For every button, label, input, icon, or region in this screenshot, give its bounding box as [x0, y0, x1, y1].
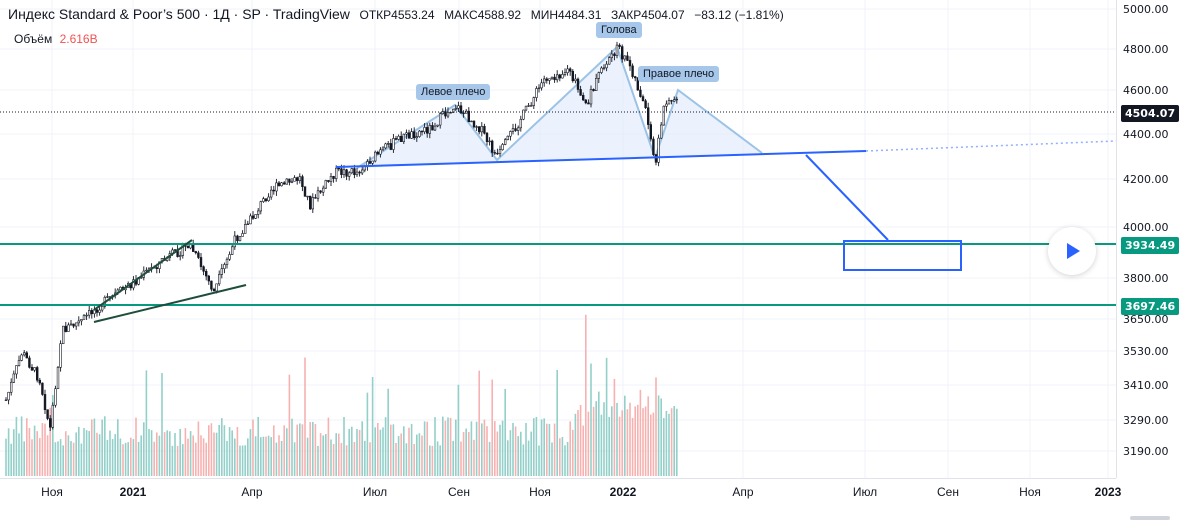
price-tick: 4200.00	[1123, 173, 1169, 186]
time-tick: Ноя	[529, 485, 551, 499]
open-value: 4553.24	[391, 8, 435, 22]
time-tick: Июл	[852, 485, 878, 499]
price-tick: 4800.00	[1123, 43, 1169, 56]
price-chart[interactable]	[0, 0, 1116, 478]
play-button[interactable]	[1048, 227, 1096, 275]
time-tick: Сен	[937, 485, 959, 499]
time-tick: Апр	[241, 485, 263, 499]
time-tick: Ноя	[1019, 485, 1041, 499]
low-value: 4484.31	[558, 8, 602, 22]
time-tick: Июл	[362, 485, 388, 499]
high-label: МАКС	[444, 8, 478, 22]
high-value: 4588.92	[477, 8, 522, 22]
drawings[interactable]	[0, 111, 1116, 323]
low-label: МИН	[530, 8, 559, 22]
close-label: ЗАКР	[611, 8, 642, 22]
time-tick-year: 2021	[119, 485, 147, 499]
support-lower-badge[interactable]: 3697.46	[1121, 298, 1180, 315]
price-tick: 3410.00	[1123, 379, 1169, 392]
chart-pane[interactable]: Левое плечо Голова Правое плечо Индекс S…	[0, 0, 1116, 478]
price-tick: 4000.00	[1123, 221, 1169, 234]
price-tick: 4600.00	[1123, 84, 1169, 97]
hs-pattern-fill	[357, 47, 762, 168]
time-tick: Ноя	[41, 485, 63, 499]
play-icon	[1067, 243, 1080, 259]
price-scale[interactable]: 5000.00 4800.00 4600.00 4400.00 4200.00 …	[1116, 0, 1194, 478]
time-scale[interactable]: Ноя 2021 Апр Июл Сен Ноя 2022 Апр Июл Се…	[0, 478, 1121, 521]
price-tick: 5000.00	[1123, 3, 1169, 16]
time-tick-year: 2023	[1094, 485, 1122, 499]
wedge-lower-line[interactable]	[93, 284, 247, 323]
volume-legend[interactable]: Объём 2.616B	[14, 32, 98, 46]
last-price-badge[interactable]: 4504.07	[1121, 105, 1180, 122]
change-value: −83.12 (−1.81%)	[694, 8, 784, 22]
price-tick: 3800.00	[1123, 272, 1169, 285]
grid	[0, 0, 1116, 478]
target-zone-box[interactable]	[843, 240, 962, 271]
scale-resize-handle[interactable]	[1130, 516, 1170, 520]
close-value: 4504.07	[641, 8, 685, 22]
price-tick: 4400.00	[1123, 128, 1169, 141]
neckline-extension	[865, 140, 1116, 152]
time-tick: Апр	[732, 485, 754, 499]
neckline[interactable]	[335, 150, 867, 168]
volume-label: Объём	[14, 32, 53, 46]
volume-value: 2.616B	[59, 32, 98, 46]
symbol-legend[interactable]: Индекс Standard & Poor’s 500 · 1Д · SP ·…	[8, 6, 784, 22]
left-shoulder-label[interactable]: Левое плечо	[416, 84, 491, 100]
price-tick: 3530.00	[1123, 345, 1169, 358]
right-shoulder-label[interactable]: Правое плечо	[638, 66, 720, 82]
support-upper-badge[interactable]: 3934.49	[1121, 237, 1180, 254]
projection-arrow-line[interactable]	[805, 154, 889, 241]
price-tick: 3650.00	[1123, 313, 1169, 326]
price-tick: 3290.00	[1123, 414, 1169, 427]
open-label: ОТКР	[359, 8, 392, 22]
symbol-title[interactable]: Индекс Standard & Poor’s 500 · 1Д · SP ·…	[8, 6, 350, 22]
time-tick: Сен	[448, 485, 470, 499]
volume-bars	[5, 314, 678, 476]
head-label[interactable]: Голова	[596, 22, 642, 38]
wedge-upper-line[interactable]	[93, 239, 193, 311]
price-tick: 3190.00	[1123, 445, 1169, 458]
time-tick-year: 2022	[609, 485, 637, 499]
